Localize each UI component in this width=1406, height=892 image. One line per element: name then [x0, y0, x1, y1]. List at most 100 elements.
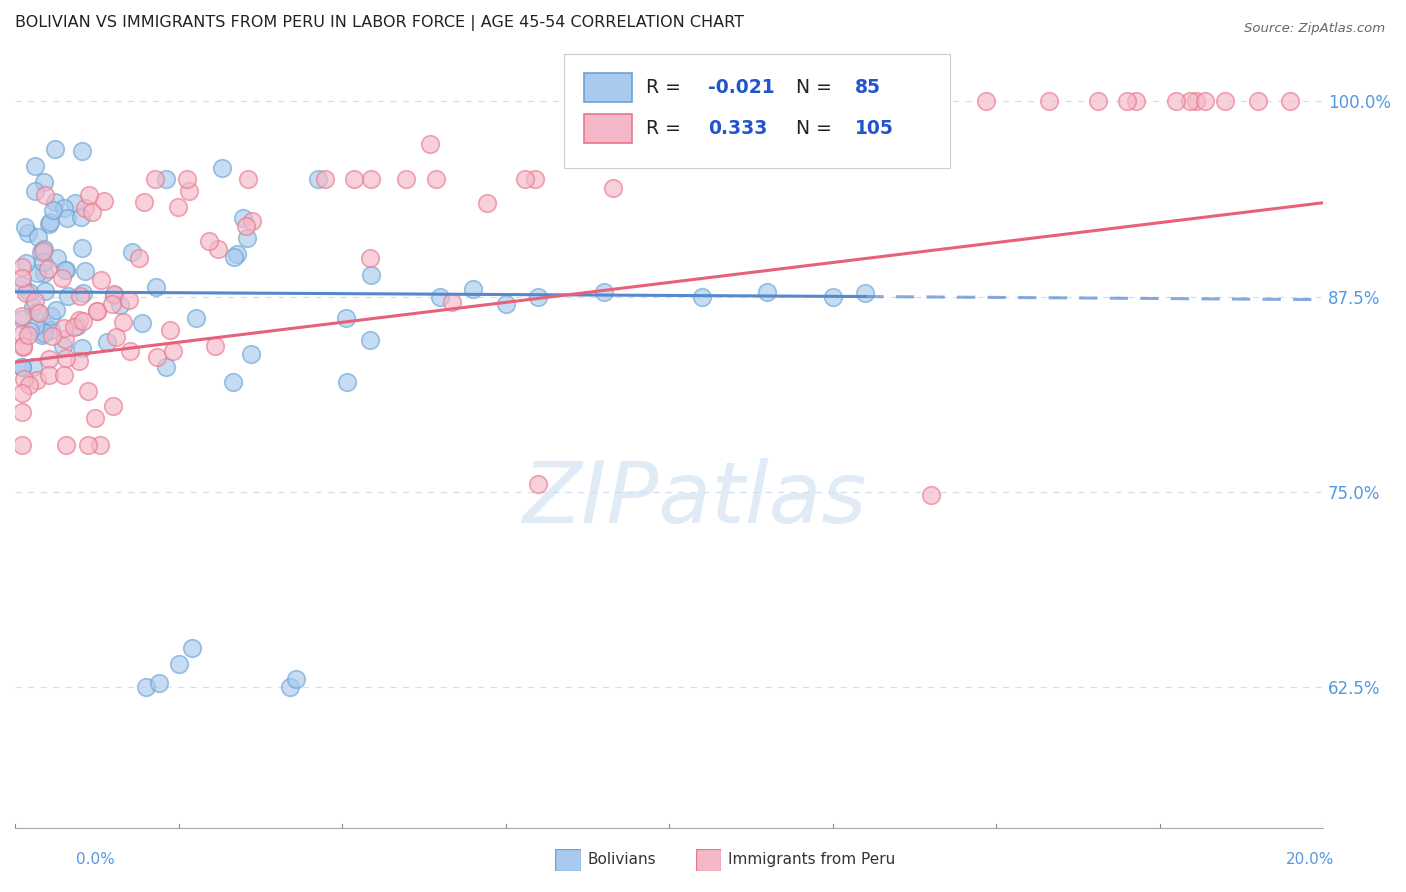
Point: [44, 194, 66, 209]
Point: [336, 376, 359, 390]
Point: [56, 211, 79, 225]
Text: 0.0%: 0.0%: [76, 853, 115, 867]
Point: [118, 293, 141, 307]
Point: [1194, 94, 1216, 108]
Point: [90, 273, 112, 287]
Point: [527, 477, 550, 491]
Text: 105: 105: [855, 119, 894, 138]
Point: [513, 172, 536, 186]
FancyBboxPatch shape: [583, 73, 633, 103]
Point: [145, 280, 167, 294]
Point: [53, 368, 76, 382]
Point: [34, 188, 56, 202]
Point: [359, 333, 381, 347]
Point: [128, 251, 150, 265]
Point: [461, 282, 484, 296]
Point: [360, 172, 382, 186]
Text: -0.021: -0.021: [709, 78, 775, 97]
Point: [51, 271, 73, 285]
Point: [11, 339, 34, 353]
Point: [225, 246, 247, 260]
Point: [222, 376, 245, 390]
Point: [1178, 94, 1201, 108]
Point: [79, 188, 101, 202]
Point: [32, 242, 55, 256]
Point: [307, 172, 329, 186]
Text: N =: N =: [796, 119, 838, 138]
Text: Immigrants from Peru: Immigrants from Peru: [728, 853, 896, 867]
Point: [34, 175, 56, 189]
Point: [14, 219, 37, 234]
Point: [55, 262, 77, 277]
Point: [1247, 94, 1270, 108]
Point: [67, 354, 90, 368]
Point: [27, 230, 49, 244]
Point: [17, 378, 39, 392]
Point: [1087, 94, 1109, 108]
Point: [103, 400, 125, 414]
Point: [21, 359, 44, 374]
FancyBboxPatch shape: [583, 114, 633, 143]
Point: [1166, 94, 1188, 108]
Point: [204, 339, 226, 353]
Text: N =: N =: [796, 78, 838, 97]
Point: [41, 309, 63, 323]
Point: [285, 673, 308, 687]
Point: [103, 288, 125, 302]
Point: [37, 261, 59, 276]
Point: [83, 411, 105, 425]
Point: [806, 94, 828, 108]
Point: [756, 285, 779, 299]
Point: [76, 384, 98, 399]
Point: [24, 184, 46, 198]
Point: [10, 386, 32, 401]
Point: [167, 200, 190, 214]
Point: [18, 324, 41, 338]
Point: [159, 323, 181, 337]
Point: [32, 326, 55, 341]
Point: [11, 309, 34, 323]
Point: [359, 251, 381, 265]
Point: [10, 278, 32, 293]
Point: [86, 303, 108, 318]
Point: [693, 103, 716, 118]
Point: [70, 241, 93, 255]
Point: [682, 121, 704, 136]
Point: [44, 142, 66, 156]
Text: 85: 85: [855, 78, 880, 97]
Point: [602, 181, 624, 195]
Text: R =: R =: [645, 78, 686, 97]
Point: [1185, 94, 1208, 108]
Point: [440, 295, 463, 310]
Point: [32, 266, 55, 280]
Point: [495, 297, 517, 311]
Point: [360, 268, 382, 282]
Text: Bolivians: Bolivians: [588, 853, 657, 867]
Point: [32, 254, 55, 268]
Point: [728, 126, 751, 140]
Point: [132, 195, 155, 210]
Point: [111, 314, 134, 328]
Point: [53, 263, 76, 277]
Point: [145, 350, 167, 364]
Point: [713, 119, 735, 133]
Text: Source: ZipAtlas.com: Source: ZipAtlas.com: [1244, 22, 1385, 36]
Point: [25, 304, 48, 318]
Point: [1279, 94, 1302, 108]
Point: [75, 264, 97, 278]
Point: [70, 211, 93, 225]
Point: [853, 286, 876, 301]
Point: [186, 310, 208, 325]
Point: [180, 641, 202, 656]
Text: 0.333: 0.333: [709, 119, 768, 138]
Point: [75, 201, 97, 215]
Point: [135, 680, 157, 694]
Point: [343, 172, 366, 186]
Point: [10, 271, 32, 285]
Point: [14, 256, 37, 270]
Point: [103, 287, 125, 301]
Point: [198, 234, 221, 248]
Point: [17, 285, 39, 300]
Point: [89, 438, 111, 452]
Point: [976, 94, 998, 108]
